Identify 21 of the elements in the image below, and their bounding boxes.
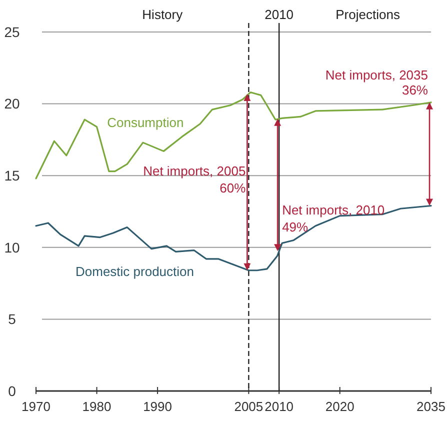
text: Projections	[336, 7, 400, 22]
x-tick-label: 1980	[82, 399, 112, 414]
annotation: Net imports, 2005 60%	[143, 164, 246, 196]
y-tick-label: 15	[4, 168, 20, 184]
series-label: Consumption	[107, 114, 184, 130]
y-tick-label: 0	[8, 382, 16, 399]
text: History	[142, 7, 184, 22]
annotation: Net imports, 2035 36%	[325, 67, 428, 98]
x-tick-label: 1990	[143, 399, 172, 414]
annotation: Net imports, 2010 49%	[282, 202, 385, 234]
y-tick-label: 20	[4, 96, 20, 112]
ref-line-label: 2010	[264, 7, 294, 22]
x-tick-label: 2035	[416, 399, 446, 414]
x-tick-label: 2010	[264, 399, 294, 414]
x-tick-label: 2005	[234, 399, 264, 414]
x-tick-label: 1970	[22, 399, 50, 414]
y-tick-label: 25	[4, 24, 20, 40]
y-tick-label: 10	[4, 239, 20, 256]
series-label: Domestic production	[76, 264, 194, 280]
y-tick-label: 5	[8, 311, 16, 328]
x-tick-label: 2020	[325, 399, 354, 414]
